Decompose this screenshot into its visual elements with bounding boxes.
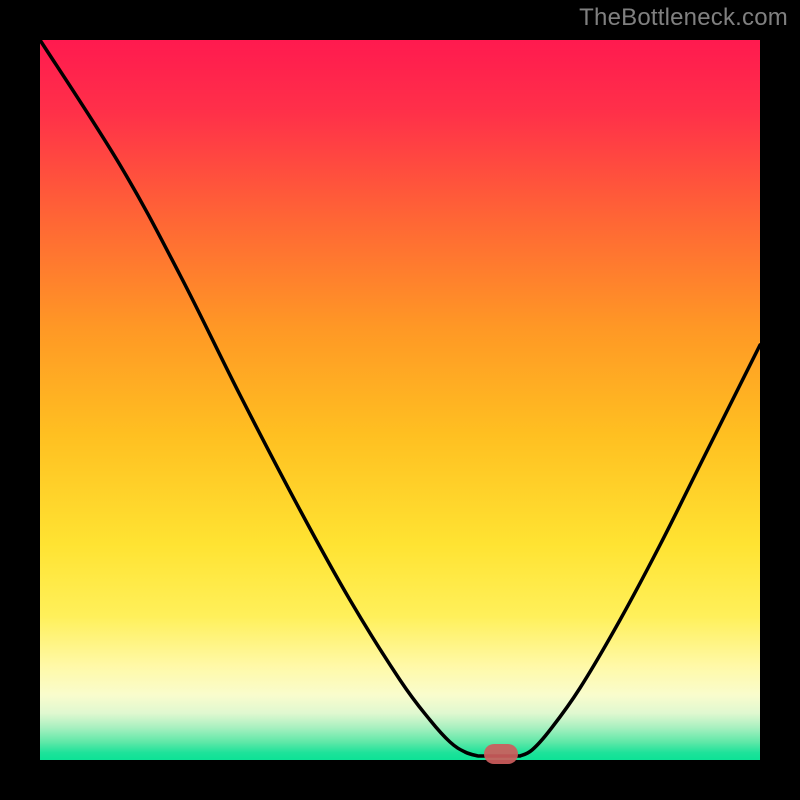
bottleneck-chart <box>0 0 800 800</box>
plot-background <box>40 40 760 760</box>
watermark-text: TheBottleneck.com <box>579 4 788 32</box>
chart-container: TheBottleneck.com <box>0 0 800 800</box>
optimal-marker <box>484 744 518 764</box>
